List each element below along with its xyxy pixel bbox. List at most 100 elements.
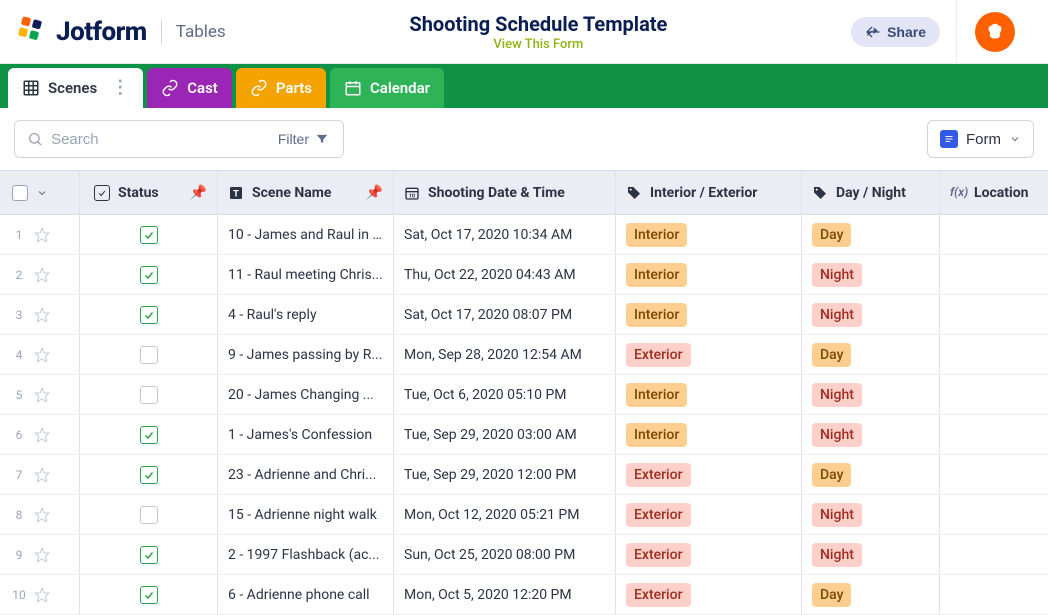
page-title: Shooting Schedule Template xyxy=(226,12,851,36)
table-row[interactable]: 211 - Raul meeting Chris...Thu, Oct 22, … xyxy=(0,255,1048,295)
header-status[interactable]: Status 📌 xyxy=(80,171,218,214)
chevron-down-icon xyxy=(1009,133,1021,145)
star-icon[interactable] xyxy=(34,347,50,363)
status-checkbox[interactable] xyxy=(140,506,158,524)
header-intext[interactable]: Interior / Exterior xyxy=(616,171,802,214)
table-row[interactable]: 520 - James Changing ...Tue, Oct 6, 2020… xyxy=(0,375,1048,415)
location-cell xyxy=(940,375,1048,414)
link-icon xyxy=(250,79,268,97)
table-row[interactable]: 106 - Adrienne phone callMon, Oct 5, 202… xyxy=(0,575,1048,615)
row-number: 4 xyxy=(12,348,26,362)
table-row[interactable]: 4 9 - James passing by R... Mon, Sep 28, 2… xyxy=(0,335,1048,375)
table-row[interactable]: 815 - Adrienne night walkMon, Oct 12, 20… xyxy=(0,495,1048,535)
chevron-down-icon[interactable] xyxy=(36,187,48,199)
status-checkbox[interactable] xyxy=(140,346,158,364)
daynight-chip: Day xyxy=(812,343,851,367)
table-row[interactable]: 61 - James's ConfessionTue, Sep 29, 2020… xyxy=(0,415,1048,455)
tab-more-icon[interactable]: ⋮ xyxy=(111,79,129,97)
tab-label: Cast xyxy=(187,79,218,97)
share-label: Share xyxy=(887,24,926,40)
scene-name: 9 - James passing by R... xyxy=(228,347,382,363)
search-icon xyxy=(27,130,43,148)
star-icon[interactable] xyxy=(34,227,50,243)
search-input[interactable] xyxy=(51,131,252,148)
header-label: Status xyxy=(118,185,159,201)
table-row[interactable]: 7 23 - Adrienne and Chri... Tue, Sep 29, 2… xyxy=(0,455,1048,495)
star-icon[interactable] xyxy=(34,547,50,563)
star-icon[interactable] xyxy=(34,387,50,403)
status-checkbox[interactable] xyxy=(140,266,158,284)
scene-name: 1 - James's Confession xyxy=(228,427,372,443)
table-row[interactable]: 34 - Raul's replySat, Oct 17, 2020 08:07… xyxy=(0,295,1048,335)
product-name[interactable]: Tables xyxy=(176,22,226,42)
status-checkbox[interactable] xyxy=(140,466,158,484)
shooting-date: Mon, Sep 28, 2020 12:54 AM xyxy=(404,347,582,363)
select-all-checkbox[interactable] xyxy=(12,185,28,201)
table-row[interactable]: 92 - 1997 Flashback (ac...Sun, Oct 25, 2… xyxy=(0,535,1048,575)
fx-icon: f(x) xyxy=(950,185,966,201)
table-header: Status 📌 T Scene Name 📌 10 Shooting Date… xyxy=(0,171,1048,215)
divider xyxy=(161,20,162,44)
daynight-chip: Day xyxy=(812,463,851,487)
svg-text:T: T xyxy=(233,188,239,199)
scene-name: 23 - Adrienne and Chri... xyxy=(228,467,376,483)
share-icon xyxy=(865,24,881,40)
shooting-date: Tue, Oct 6, 2020 05:10 PM xyxy=(404,387,567,403)
header-location[interactable]: f(x) Location xyxy=(940,171,1048,214)
tab-parts[interactable]: Parts xyxy=(236,68,326,108)
share-button[interactable]: Share xyxy=(851,17,940,47)
header-scene[interactable]: T Scene Name 📌 xyxy=(218,171,394,214)
form-view-button[interactable]: Form xyxy=(927,120,1034,158)
location-cell xyxy=(940,255,1048,294)
scene-name: 10 - James and Raul in ... xyxy=(228,227,383,243)
star-icon[interactable] xyxy=(34,267,50,283)
svg-text:10: 10 xyxy=(409,193,415,199)
intext-chip: Interior xyxy=(626,423,687,447)
grid-icon xyxy=(22,79,40,97)
location-cell xyxy=(940,415,1048,454)
location-cell xyxy=(940,295,1048,334)
header-select[interactable] xyxy=(0,171,80,214)
star-icon[interactable] xyxy=(34,507,50,523)
status-checkbox[interactable] xyxy=(140,386,158,404)
view-form-link[interactable]: View This Form xyxy=(493,37,583,52)
tab-calendar[interactable]: Calendar xyxy=(330,68,444,108)
tabs-bar: Scenes ⋮ Cast Parts Calendar xyxy=(0,64,1048,108)
header-daynight[interactable]: Day / Night xyxy=(802,171,940,214)
header-date[interactable]: 10 Shooting Date & Time xyxy=(394,171,616,214)
location-cell xyxy=(940,575,1048,614)
status-checkbox[interactable] xyxy=(140,586,158,604)
scene-name: 4 - Raul's reply xyxy=(228,307,317,323)
avatar[interactable] xyxy=(975,12,1015,52)
tab-scenes[interactable]: Scenes ⋮ xyxy=(8,68,143,108)
logo[interactable]: Jotform xyxy=(16,15,147,49)
row-number: 6 xyxy=(12,428,26,442)
shooting-date: Tue, Sep 29, 2020 12:00 PM xyxy=(404,467,576,483)
star-icon[interactable] xyxy=(34,427,50,443)
intext-chip: Interior xyxy=(626,303,687,327)
shooting-date: Sat, Oct 17, 2020 08:07 PM xyxy=(404,307,572,323)
row-number: 1 xyxy=(12,228,26,242)
pin-icon[interactable]: 📌 xyxy=(366,185,383,201)
daynight-chip: Night xyxy=(812,503,862,527)
scene-name: 15 - Adrienne night walk xyxy=(228,507,377,523)
brand-name: Jotform xyxy=(56,17,147,47)
pin-icon[interactable]: 📌 xyxy=(190,185,207,201)
star-icon[interactable] xyxy=(34,467,50,483)
filter-button[interactable]: Filter xyxy=(264,121,343,157)
star-icon[interactable] xyxy=(34,307,50,323)
shooting-date: Thu, Oct 22, 2020 04:43 AM xyxy=(404,267,576,283)
tab-cast[interactable]: Cast xyxy=(147,68,232,108)
status-checkbox[interactable] xyxy=(140,546,158,564)
star-icon[interactable] xyxy=(34,587,50,603)
intext-chip: Exterior xyxy=(626,343,691,367)
status-checkbox[interactable] xyxy=(140,426,158,444)
link-icon xyxy=(161,79,179,97)
row-number: 2 xyxy=(12,268,26,282)
status-checkbox[interactable] xyxy=(140,306,158,324)
intext-chip: Exterior xyxy=(626,583,691,607)
status-checkbox[interactable] xyxy=(140,226,158,244)
row-number: 7 xyxy=(12,468,26,482)
table-row[interactable]: 110 - James and Raul in ...Sat, Oct 17, … xyxy=(0,215,1048,255)
filter-label: Filter xyxy=(278,131,309,147)
